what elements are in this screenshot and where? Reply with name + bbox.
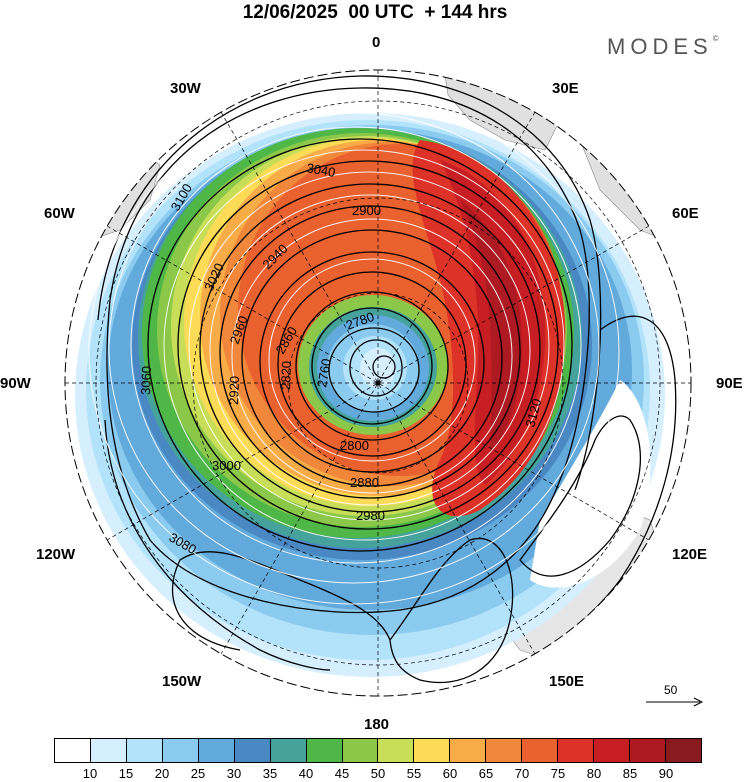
colorbar-label: 15: [118, 766, 134, 781]
colorbar-label: 40: [298, 766, 314, 781]
colorbar-swatch: [90, 739, 127, 762]
modes-logo: MODES©: [607, 34, 719, 60]
colorbar-swatch: [270, 739, 307, 762]
reference-vector-label: 50: [664, 683, 678, 697]
colorbar-labels: 10 15 20 25 30 35 40 45 50 55 60 65 70 75 80 85 90: [54, 766, 702, 782]
contour-label: 2920: [226, 376, 242, 405]
lon-label-top-right: 30E: [552, 80, 579, 97]
colorbar-label: 10: [82, 766, 98, 781]
polar-map: 2760 2780 2800 2820 2860 2880 2900 2920 …: [64, 69, 692, 697]
lon-label-bottom-left: 150W: [162, 673, 202, 690]
contour-label: 2980: [356, 508, 385, 523]
lon-label-right: 90E: [716, 375, 743, 392]
contour-label: 3120: [522, 397, 544, 429]
logo-mark: ©: [712, 34, 719, 43]
colorbar-label: 25: [190, 766, 206, 781]
colorbar-swatch: [558, 739, 595, 762]
colorbar-label: 35: [262, 766, 278, 781]
colorbar-swatch: [450, 739, 487, 762]
contour-label: 2900: [352, 203, 381, 218]
colorbar-label: 90: [658, 766, 674, 781]
colorbar-label: 30: [226, 766, 242, 781]
lon-label-top: 0: [372, 34, 381, 51]
colorbar-label: 85: [622, 766, 638, 781]
colorbar-label: 75: [550, 766, 566, 781]
map-disc: [65, 70, 691, 696]
lon-label-top-left: 30W: [170, 80, 201, 97]
colorbar-label: 45: [334, 766, 350, 781]
colorbar-swatch: [665, 739, 701, 762]
colorbar-swatch: [55, 739, 91, 762]
pole-marker: [375, 380, 381, 386]
lon-label-lower-right: 120E: [672, 546, 708, 563]
colorbar-swatch: [414, 739, 451, 762]
colorbar-label: 65: [478, 766, 494, 781]
graticule: [65, 70, 691, 696]
contour-label: 3000: [212, 458, 241, 473]
colorbar-label: 55: [406, 766, 422, 781]
map-title: 12/06/2025 00 UTC + 144 hrs: [242, 2, 508, 23]
colorbar-swatch: [126, 739, 163, 762]
colorbar-swatch: [234, 739, 271, 762]
colorbar-swatch: [522, 739, 559, 762]
lon-label-upper-right: 60E: [672, 205, 699, 222]
colorbar-swatch: [594, 739, 630, 762]
contour-label: 2800: [340, 438, 369, 453]
colorbar: [54, 738, 702, 763]
lon-label-left: 90W: [0, 375, 31, 392]
map-border: [64, 69, 692, 697]
colorbar-swatch: [378, 739, 415, 762]
lon-label-lower-left: 120W: [36, 546, 76, 563]
contour-label: 3060: [138, 366, 154, 395]
contour-label: 3040: [305, 160, 336, 180]
colorbar-swatch: [486, 739, 523, 762]
colorbar-swatch: [198, 739, 235, 762]
wind-streamlines: [88, 99, 620, 605]
colorbar-label: 50: [370, 766, 386, 781]
contour-label: 2760: [314, 357, 334, 388]
lon-label-upper-left: 60W: [44, 205, 75, 222]
colorbar-swatch: [342, 739, 379, 762]
contour-label: 2880: [350, 475, 379, 490]
contour-labels: 2760 2780 2800 2820 2860 2880 2900 2920 …: [138, 160, 544, 557]
logo-text: MODES: [607, 34, 713, 59]
reference-vector-arrow-icon: [646, 697, 704, 707]
lon-label-bottom-right: 150E: [549, 673, 585, 690]
colorbar-swatch: [630, 739, 666, 762]
colorbar-swatch: [306, 739, 343, 762]
contour-label: 2820: [278, 361, 294, 390]
colorbar-swatch: [162, 739, 199, 762]
colorbar-label: 60: [442, 766, 458, 781]
colorbar-label: 80: [586, 766, 602, 781]
colorbar-label: 70: [514, 766, 530, 781]
lon-label-bottom: 180: [364, 716, 390, 733]
colorbar-label: 20: [154, 766, 170, 781]
